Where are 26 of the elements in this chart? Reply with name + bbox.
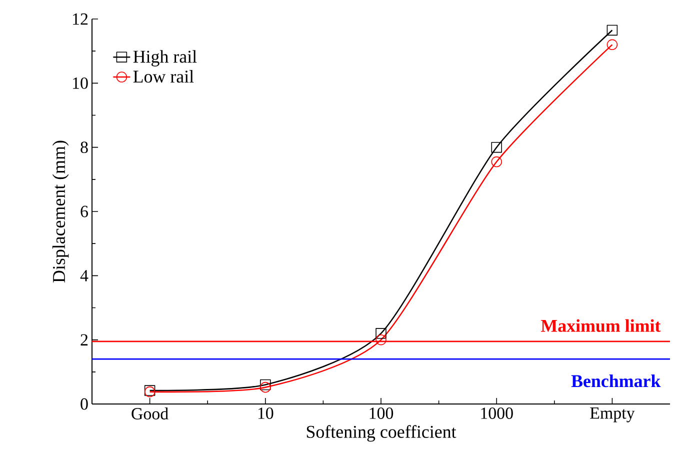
- y-tick-label: 6: [80, 206, 88, 218]
- y-tick-label: 10: [73, 77, 88, 89]
- y-axis-title: Displacement (mm): [52, 140, 69, 282]
- x-tick-label: 1000: [481, 408, 513, 419]
- point: [260, 379, 271, 390]
- legend-label: Low rail: [133, 70, 194, 83]
- point: [491, 156, 502, 168]
- x-tick-label: Empty: [590, 408, 635, 422]
- x-axis-title: Softening coefficient: [306, 425, 456, 442]
- point: [260, 382, 271, 393]
- x-tick-label: 10: [258, 408, 274, 419]
- legend-label: High rail: [133, 50, 197, 66]
- y-tick-label: 0: [80, 398, 88, 410]
- ref-line-label: Benchmark: [571, 374, 661, 388]
- x-tick-label: Good: [132, 408, 168, 420]
- ref-line-label: Maximum limit: [540, 319, 661, 332]
- point: [606, 24, 618, 36]
- point: [376, 334, 386, 346]
- y-tick-label: 8: [80, 142, 88, 154]
- point: [491, 142, 502, 153]
- point: [606, 39, 618, 50]
- point: [376, 328, 386, 339]
- y-tick-label: 2: [80, 334, 88, 346]
- x-tick-label: 100: [370, 408, 394, 419]
- y-tick-label: 12: [73, 13, 88, 25]
- y-tick-label: 4: [80, 270, 88, 282]
